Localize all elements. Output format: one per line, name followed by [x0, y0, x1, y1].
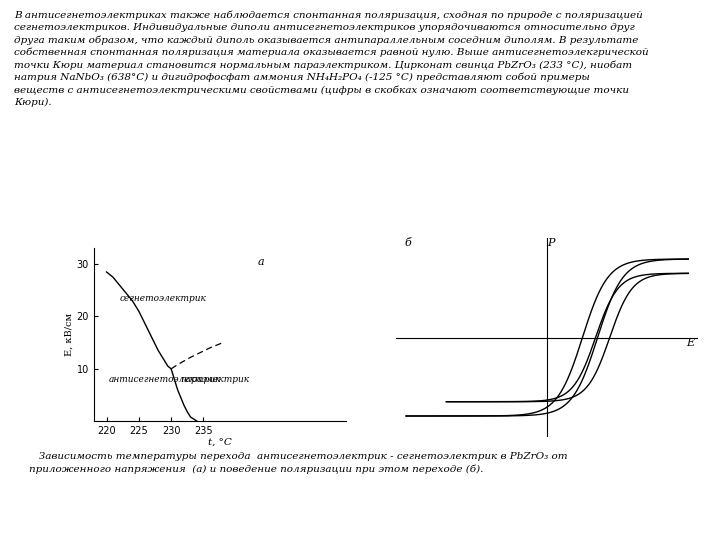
Text: P: P [547, 238, 555, 248]
Text: параэлектрик: параэлектрик [181, 375, 250, 384]
Text: а: а [258, 257, 264, 267]
X-axis label: t, °C: t, °C [207, 437, 232, 447]
Text: б: б [404, 238, 411, 248]
Y-axis label: E, кВ/см: E, кВ/см [65, 313, 73, 356]
Text: антисегнетоэлектрик: антисегнетоэлектрик [109, 375, 221, 384]
Text: Зависимость температуры перехода  антисегнетоэлектрик - сегнетоэлектрик в PbZrO₃: Зависимость температуры перехода антисег… [29, 452, 567, 474]
Text: В антисегнетоэлектриках также наблюдается спонтанная поляризация, сходная по при: В антисегнетоэлектриках также наблюдаетс… [14, 11, 649, 106]
Text: E: E [686, 338, 694, 348]
Text: сегнетоэлектрик: сегнетоэлектрик [120, 294, 207, 303]
